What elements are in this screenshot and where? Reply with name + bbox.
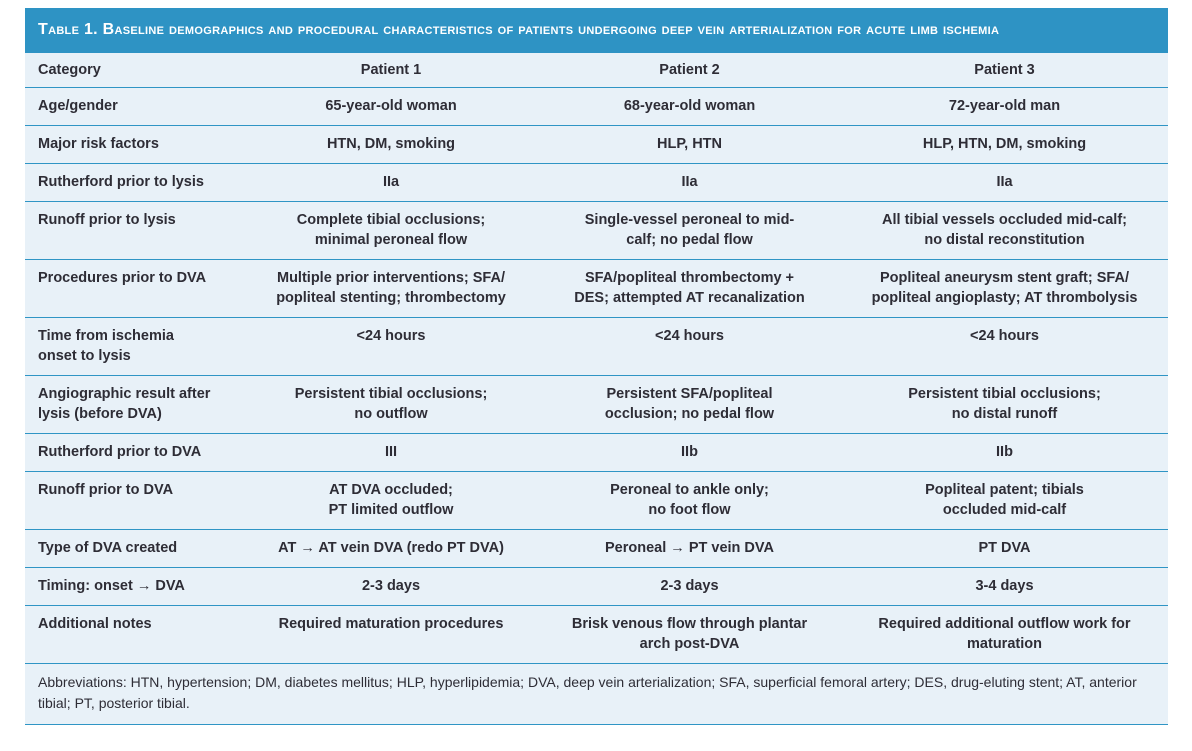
patient-1-cell: Multiple prior interventions; SFA/ popli…	[244, 259, 538, 318]
patient-2-cell: HLP, HTN	[538, 125, 841, 164]
table-row: Rutherford prior to lysis IIa IIa IIa	[25, 163, 1168, 202]
patient-3-cell: Persistent tibial occlusions; no distal …	[841, 375, 1168, 434]
patient-3-cell: HLP, HTN, DM, smoking	[841, 125, 1168, 164]
row-category-label: Timing: onset → DVA	[25, 567, 244, 606]
row-category-label: Major risk factors	[25, 125, 244, 164]
table-row: Major risk factors HTN, DM, smoking HLP,…	[25, 125, 1168, 164]
row-category-label: Age/gender	[25, 87, 244, 126]
table-title-band: Table 1. Baseline demographics and proce…	[25, 8, 1168, 53]
row-category-label: Additional notes	[25, 605, 244, 664]
patient-2-cell: IIa	[538, 163, 841, 202]
column-header-patient-1: Patient 1	[244, 53, 538, 88]
row-category-label: Procedures prior to DVA	[25, 259, 244, 318]
column-header-patient-2: Patient 2	[538, 53, 841, 88]
table-title: Table 1. Baseline demographics and proce…	[38, 21, 1000, 38]
column-header-patient-3: Patient 3	[841, 53, 1168, 88]
patient-1-cell: IIa	[244, 163, 538, 202]
patient-2-cell: Single-vessel peroneal to mid- calf; no …	[538, 201, 841, 260]
table-row: Age/gender 65-year-old woman 68-year-old…	[25, 87, 1168, 126]
patient-1-cell: Complete tibial occlusions; minimal pero…	[244, 201, 538, 260]
patient-3-cell: 3-4 days	[841, 567, 1168, 606]
column-header-row: Category Patient 1 Patient 2 Patient 3	[25, 53, 1168, 88]
patient-3-cell: Popliteal aneurysm stent graft; SFA/ pop…	[841, 259, 1168, 318]
patient-3-cell: Popliteal patent; tibials occluded mid-c…	[841, 471, 1168, 530]
row-category-label: Runoff prior to lysis	[25, 201, 244, 260]
row-category-label: Rutherford prior to lysis	[25, 163, 244, 202]
row-category-label: Type of DVA created	[25, 529, 244, 568]
patient-1-cell: Required maturation procedures	[244, 605, 538, 664]
patient-1-cell: 65-year-old woman	[244, 87, 538, 126]
patient-1-cell: HTN, DM, smoking	[244, 125, 538, 164]
table-row: Procedures prior to DVA Multiple prior i…	[25, 259, 1168, 318]
row-category-label: Angiographic result after lysis (before …	[25, 375, 244, 434]
table-row: Runoff prior to lysis Complete tibial oc…	[25, 201, 1168, 260]
patient-1-cell: Persistent tibial occlusions; no outflow	[244, 375, 538, 434]
table-row: Type of DVA created AT → AT vein DVA (re…	[25, 529, 1168, 568]
patient-2-cell: Persistent SFA/popliteal occlusion; no p…	[538, 375, 841, 434]
baseline-demographics-table: Table 1. Baseline demographics and proce…	[25, 8, 1168, 725]
patient-2-cell: SFA/popliteal thrombectomy + DES; attemp…	[538, 259, 841, 318]
patient-3-cell: Required additional outflow work for mat…	[841, 605, 1168, 664]
patient-1-cell: III	[244, 433, 538, 472]
table-row: Timing: onset → DVA 2-3 days 2-3 days 3-…	[25, 567, 1168, 606]
table-row: Time from ischemia onset to lysis <24 ho…	[25, 317, 1168, 376]
patient-1-cell: AT DVA occluded; PT limited outflow	[244, 471, 538, 530]
patient-3-cell: All tibial vessels occluded mid-calf; no…	[841, 201, 1168, 260]
row-category-label: Time from ischemia onset to lysis	[25, 317, 244, 376]
row-category-label: Rutherford prior to DVA	[25, 433, 244, 472]
patient-characteristics-table: Category Patient 1 Patient 2 Patient 3 A…	[25, 53, 1168, 725]
patient-2-cell: Peroneal to ankle only; no foot flow	[538, 471, 841, 530]
patient-2-cell: IIb	[538, 433, 841, 472]
patient-3-cell: <24 hours	[841, 317, 1168, 376]
patient-1-cell: <24 hours	[244, 317, 538, 376]
patient-3-cell: 72-year-old man	[841, 87, 1168, 126]
patient-2-cell: Brisk venous flow through plantar arch p…	[538, 605, 841, 664]
patient-3-cell: PT DVA	[841, 529, 1168, 568]
patient-2-cell: Peroneal → PT vein DVA	[538, 529, 841, 568]
patient-1-cell: 2-3 days	[244, 567, 538, 606]
footnote-row: Abbreviations: HTN, hypertension; DM, di…	[25, 663, 1168, 725]
table-row: Angiographic result after lysis (before …	[25, 375, 1168, 434]
patient-3-cell: IIb	[841, 433, 1168, 472]
patient-2-cell: <24 hours	[538, 317, 841, 376]
patient-2-cell: 68-year-old woman	[538, 87, 841, 126]
row-category-label: Runoff prior to DVA	[25, 471, 244, 530]
patient-2-cell: 2-3 days	[538, 567, 841, 606]
table-row: Runoff prior to DVA AT DVA occluded; PT …	[25, 471, 1168, 530]
table-row: Additional notes Required maturation pro…	[25, 605, 1168, 664]
patient-1-cell: AT → AT vein DVA (redo PT DVA)	[244, 529, 538, 568]
table-row: Rutherford prior to DVA III IIb IIb	[25, 433, 1168, 472]
patient-3-cell: IIa	[841, 163, 1168, 202]
column-header-category: Category	[25, 53, 244, 88]
abbreviations-footnote: Abbreviations: HTN, hypertension; DM, di…	[25, 663, 1168, 725]
